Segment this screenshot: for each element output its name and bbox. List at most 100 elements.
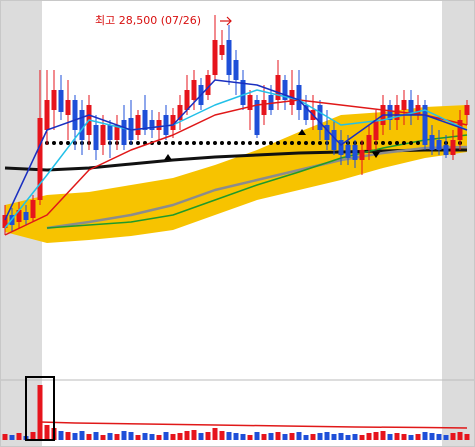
volume-bar: [121, 431, 127, 440]
volume-bar: [128, 432, 134, 440]
candle-body: [282, 80, 288, 100]
volume-bar: [282, 434, 288, 440]
candle-body: [16, 210, 22, 222]
candle-body: [436, 140, 442, 150]
candle-body: [219, 45, 225, 55]
volume-bar: [37, 385, 43, 440]
candle-body: [93, 125, 99, 150]
up-marker: [298, 129, 306, 135]
candle-body: [303, 105, 309, 120]
volume-bar: [163, 432, 169, 440]
volume-bar: [177, 433, 183, 440]
candle-body: [58, 90, 64, 112]
volume-bar: [100, 435, 106, 440]
candle-body: [359, 150, 365, 160]
candle-body: [275, 75, 281, 100]
volume-bar: [254, 432, 260, 440]
highlight-box: [25, 376, 55, 441]
volume-bar: [16, 433, 22, 440]
candle-body: [226, 40, 232, 75]
candle-body: [177, 105, 183, 120]
price-plot: [2, 15, 470, 243]
volume-bar: [338, 433, 344, 440]
volume-bar: [443, 435, 449, 440]
candle-body: [2, 215, 8, 228]
candle-body: [261, 100, 267, 115]
candle-body: [317, 105, 323, 130]
volume-bar: [205, 432, 211, 440]
volume-bar: [422, 432, 428, 440]
candle-body: [394, 105, 400, 120]
volume-bar: [345, 435, 351, 440]
candle-body: [79, 110, 85, 140]
volume-bar: [359, 435, 365, 440]
candle-body: [268, 95, 274, 110]
candle-body: [352, 145, 358, 160]
volume-bar: [464, 434, 470, 440]
volume-bar: [219, 431, 225, 440]
volume-bar: [149, 434, 155, 440]
candle-body: [464, 105, 470, 115]
volume-bar: [135, 435, 141, 440]
volume-average: [39, 421, 468, 429]
candle-body: [331, 130, 337, 150]
candle-body: [170, 115, 176, 130]
candle-body: [30, 200, 36, 218]
volume-bar: [408, 435, 414, 440]
candle-body: [128, 118, 134, 140]
annotation-arrow: [220, 16, 232, 26]
volume-bar: [191, 430, 197, 440]
candle-body: [37, 118, 43, 200]
volume-bar: [198, 433, 204, 440]
arrow-head: [226, 16, 232, 26]
volume-bar: [275, 432, 281, 440]
volume-bar: [114, 434, 120, 440]
volume-bar: [79, 431, 85, 440]
volume-bar: [65, 432, 71, 440]
candle-body: [338, 140, 344, 155]
candle-body: [114, 125, 120, 140]
candle-body: [72, 100, 78, 130]
trend-arrows: [164, 129, 380, 160]
candle-body: [443, 145, 449, 155]
volume-bar: [436, 434, 442, 440]
candle-body: [429, 135, 435, 150]
volume-bar: [107, 433, 113, 440]
candle-body: [142, 110, 148, 130]
candle-body: [415, 105, 421, 115]
candle-body: [205, 75, 211, 95]
volume-bar: [373, 432, 379, 440]
volume-bar: [30, 432, 36, 440]
volume-bar: [212, 428, 218, 440]
moving-average: [4, 89, 468, 229]
shaded-range: [442, 0, 475, 447]
volume-bar: [324, 432, 330, 440]
candle-body: [44, 100, 50, 130]
moving-average: [4, 99, 468, 236]
volume-bar: [394, 433, 400, 440]
candle-body: [387, 105, 393, 120]
candle-body: [296, 85, 302, 110]
volume-bar: [170, 434, 176, 440]
candle-body: [324, 125, 330, 140]
candle-body: [149, 120, 155, 130]
candle-body: [23, 212, 29, 220]
candle-body: [366, 135, 372, 150]
volume-bar: [303, 435, 309, 440]
volume-bar: [366, 433, 372, 440]
cloud-band: [5, 105, 467, 243]
volume-bar: [86, 434, 92, 440]
candle-body: [135, 115, 141, 135]
volume-bar: [317, 433, 323, 440]
candle-body: [401, 100, 407, 110]
down-marker: [372, 152, 380, 158]
volume-bar: [310, 434, 316, 440]
volume-bar: [268, 433, 274, 440]
candle-body: [247, 95, 253, 110]
volume-bar: [44, 425, 50, 440]
candle-body: [450, 140, 456, 155]
candle-body: [212, 40, 218, 75]
volume-bar: [450, 433, 456, 440]
volume-bar: [240, 434, 246, 440]
